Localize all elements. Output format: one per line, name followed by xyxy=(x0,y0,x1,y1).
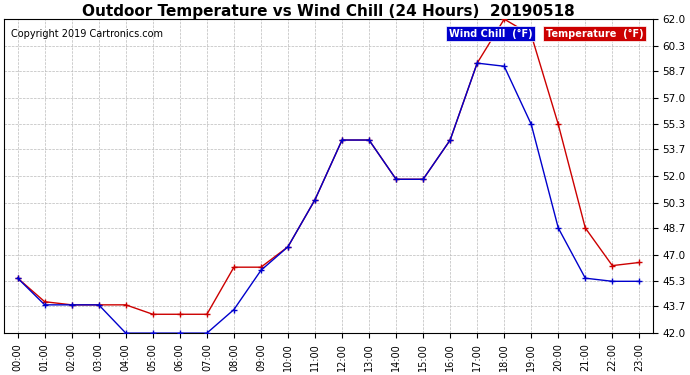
Text: Copyright 2019 Cartronics.com: Copyright 2019 Cartronics.com xyxy=(10,28,163,39)
Text: Temperature  (°F): Temperature (°F) xyxy=(546,28,644,39)
Title: Outdoor Temperature vs Wind Chill (24 Hours)  20190518: Outdoor Temperature vs Wind Chill (24 Ho… xyxy=(82,4,575,19)
Text: Wind Chill  (°F): Wind Chill (°F) xyxy=(448,28,532,39)
